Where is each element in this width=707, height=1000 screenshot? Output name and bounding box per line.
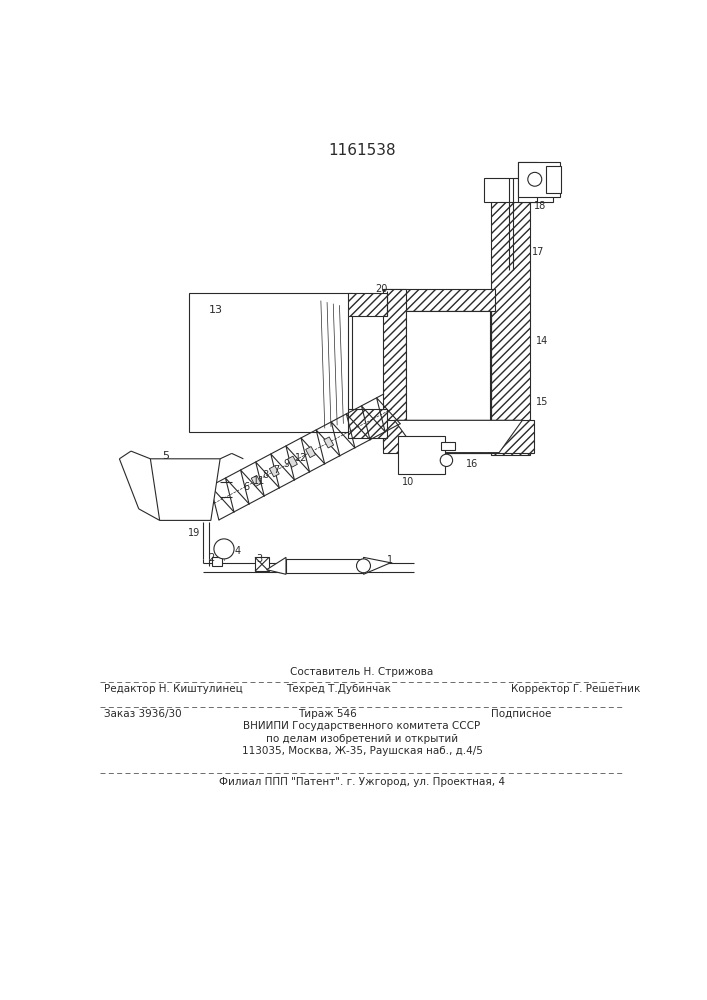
Text: 14: 14: [537, 336, 549, 346]
Text: 9: 9: [284, 459, 290, 469]
Text: 7: 7: [273, 465, 279, 475]
Text: ВНИИПИ Государственного комитета СССР: ВНИИПИ Государственного комитета СССР: [243, 721, 481, 731]
Bar: [484, 178, 554, 202]
Bar: [491, 201, 530, 455]
Polygon shape: [395, 420, 522, 453]
Polygon shape: [288, 456, 298, 467]
Bar: [212, 557, 222, 566]
Circle shape: [440, 454, 452, 466]
Bar: [518, 162, 537, 202]
Polygon shape: [269, 466, 279, 477]
Bar: [383, 289, 406, 443]
Bar: [406, 311, 490, 450]
Text: 13: 13: [209, 305, 223, 315]
Text: 3: 3: [257, 554, 263, 564]
Text: Составитель Н. Стрижова: Составитель Н. Стрижова: [291, 667, 433, 677]
Text: 11: 11: [252, 476, 265, 486]
Text: 1161538: 1161538: [328, 143, 396, 158]
Polygon shape: [267, 557, 286, 574]
Circle shape: [356, 559, 370, 573]
Text: 5: 5: [162, 451, 169, 461]
Bar: [255, 557, 269, 571]
Bar: [383, 289, 495, 311]
Text: Заказ 3936/30: Заказ 3936/30: [104, 709, 182, 719]
Text: 19: 19: [187, 528, 200, 538]
Bar: [441, 442, 455, 450]
Bar: [348, 409, 387, 438]
Bar: [404, 311, 491, 453]
Text: 4: 4: [234, 546, 240, 556]
Text: 2: 2: [209, 553, 215, 563]
Polygon shape: [363, 557, 391, 574]
Text: 8: 8: [263, 470, 269, 480]
Text: 10: 10: [402, 477, 414, 487]
Bar: [546, 166, 561, 193]
Text: Тираж 546: Тираж 546: [298, 709, 356, 719]
Bar: [348, 293, 387, 316]
Circle shape: [214, 539, 234, 559]
Bar: [286, 559, 363, 573]
Text: 16: 16: [466, 459, 478, 469]
Bar: [518, 162, 561, 197]
Bar: [189, 293, 352, 432]
Polygon shape: [305, 447, 315, 458]
Text: 17: 17: [532, 247, 545, 257]
Text: Редактор Н. Киштулинец: Редактор Н. Киштулинец: [104, 684, 243, 694]
Text: 1: 1: [387, 555, 393, 565]
Circle shape: [528, 172, 542, 186]
Text: 6: 6: [243, 482, 250, 492]
Text: по делам изобретений и открытий: по делам изобретений и открытий: [266, 734, 458, 744]
Bar: [398, 436, 445, 474]
Text: Корректор Г. Решетник: Корректор Г. Решетник: [510, 684, 640, 694]
Text: 113035, Москва, Ж-35, Раушская наб., д.4/5: 113035, Москва, Ж-35, Раушская наб., д.4…: [242, 746, 482, 756]
Polygon shape: [151, 459, 220, 520]
Text: Техред Т.Дубинчак: Техред Т.Дубинчак: [286, 684, 391, 694]
Text: 20: 20: [375, 284, 387, 294]
Text: Подписное: Подписное: [491, 709, 551, 719]
Polygon shape: [251, 475, 261, 486]
Polygon shape: [324, 437, 334, 448]
Text: 18: 18: [534, 201, 547, 211]
Text: 15: 15: [537, 397, 549, 407]
Text: Филиал ППП "Патент". г. Ужгород, ул. Проектная, 4: Филиал ППП "Патент". г. Ужгород, ул. Про…: [219, 777, 505, 787]
Bar: [383, 420, 534, 453]
Text: 12: 12: [296, 453, 308, 463]
